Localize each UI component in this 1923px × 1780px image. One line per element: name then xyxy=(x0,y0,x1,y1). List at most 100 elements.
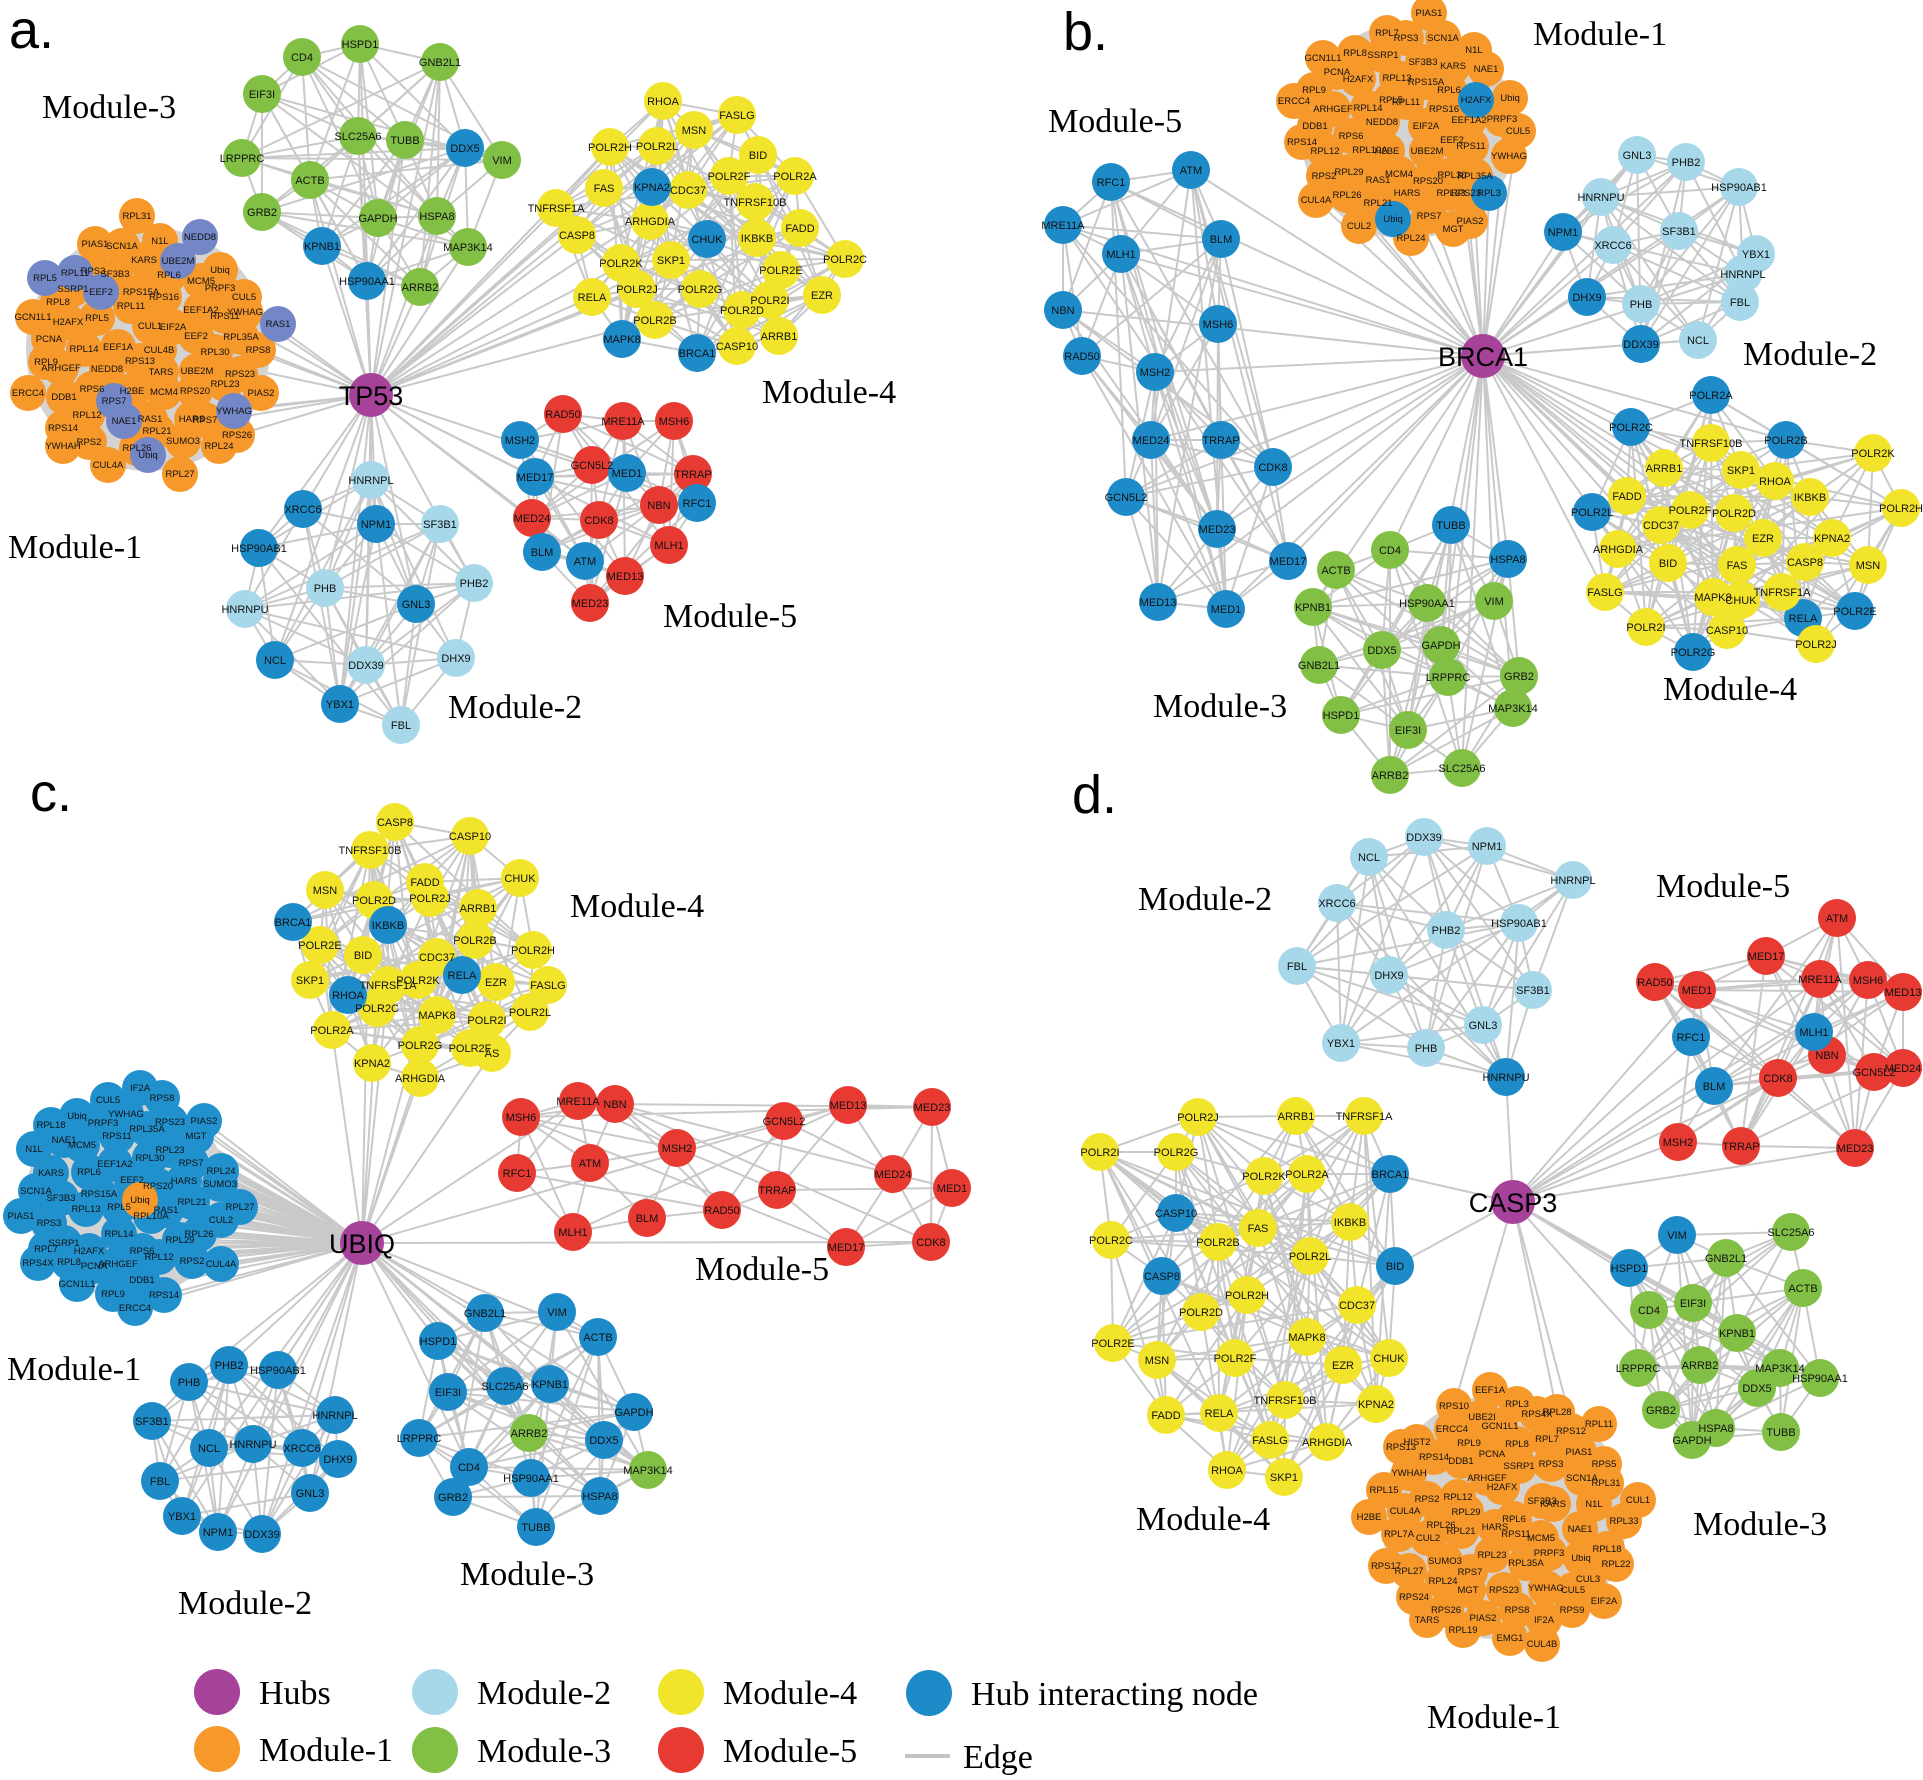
svg-text:SF3B1: SF3B1 xyxy=(423,519,457,531)
svg-text:RPS14: RPS14 xyxy=(149,1290,179,1301)
svg-text:RPL30: RPL30 xyxy=(1437,170,1466,181)
svg-text:TNFRSF1A: TNFRSF1A xyxy=(528,203,586,215)
svg-text:RPL21: RPL21 xyxy=(142,426,171,437)
svg-text:PIAS1: PIAS1 xyxy=(1416,8,1443,19)
svg-text:RPL7: RPL7 xyxy=(1535,1434,1559,1445)
svg-text:MSH6: MSH6 xyxy=(1203,319,1234,331)
svg-text:RHOA: RHOA xyxy=(1759,476,1791,488)
svg-text:MGT: MGT xyxy=(1457,1585,1478,1596)
svg-text:HSPD1: HSPD1 xyxy=(1323,710,1360,722)
svg-text:PHB: PHB xyxy=(1630,299,1653,311)
svg-text:DDX5: DDX5 xyxy=(450,143,479,155)
svg-text:TRRAP: TRRAP xyxy=(1202,435,1239,447)
svg-text:HSP90AB1: HSP90AB1 xyxy=(231,543,287,555)
svg-text:POLR2F: POLR2F xyxy=(449,1043,492,1055)
svg-text:MCM5: MCM5 xyxy=(68,1140,96,1151)
svg-text:MED1: MED1 xyxy=(612,468,643,480)
svg-text:ARRB2: ARRB2 xyxy=(402,282,439,294)
svg-text:ERCC4: ERCC4 xyxy=(1436,1424,1468,1435)
svg-text:RPS2: RPS2 xyxy=(1415,1494,1440,1505)
svg-text:KPNB1: KPNB1 xyxy=(532,1379,568,1391)
svg-text:POLR2J: POLR2J xyxy=(1795,639,1837,651)
svg-text:PCNA: PCNA xyxy=(81,1261,108,1272)
svg-text:TUBB: TUBB xyxy=(521,1522,550,1534)
svg-text:POLR2B: POLR2B xyxy=(1196,1237,1239,1249)
svg-text:CUL4A: CUL4A xyxy=(206,1259,237,1270)
svg-text:CASP8: CASP8 xyxy=(1787,557,1823,569)
svg-text:H2BE: H2BE xyxy=(1375,146,1400,157)
svg-text:MLH1: MLH1 xyxy=(1106,249,1135,261)
svg-text:POLR2D: POLR2D xyxy=(1712,508,1756,520)
svg-text:RAD50: RAD50 xyxy=(704,1205,739,1217)
svg-text:TRRAP: TRRAP xyxy=(1722,1141,1759,1153)
svg-text:CDC37: CDC37 xyxy=(419,952,455,964)
svg-text:YWHAG: YWHAG xyxy=(1491,151,1527,162)
svg-text:TUBB: TUBB xyxy=(1766,1427,1795,1439)
svg-text:LRPPRC: LRPPRC xyxy=(220,153,265,165)
svg-text:CASP8: CASP8 xyxy=(1144,1271,1180,1283)
svg-text:RPS3: RPS3 xyxy=(81,266,106,277)
svg-text:POLR2B: POLR2B xyxy=(1764,435,1807,447)
svg-text:RPS20: RPS20 xyxy=(1413,176,1443,187)
svg-text:EZR: EZR xyxy=(1332,1360,1354,1372)
svg-text:RPS3: RPS3 xyxy=(1539,1459,1564,1470)
svg-text:RPL9: RPL9 xyxy=(1457,1438,1481,1449)
svg-text:RPL21: RPL21 xyxy=(177,1197,206,1208)
svg-text:Module-4: Module-4 xyxy=(1663,671,1797,708)
svg-text:FBL: FBL xyxy=(391,720,411,732)
svg-text:RFC1: RFC1 xyxy=(1677,1032,1706,1044)
svg-text:POLR2H: POLR2H xyxy=(1225,1290,1269,1302)
svg-text:DDB1: DDB1 xyxy=(1448,1456,1473,1467)
svg-text:RPL9: RPL9 xyxy=(1302,85,1326,96)
svg-text:HARS: HARS xyxy=(179,414,205,425)
svg-text:H2AFX: H2AFX xyxy=(53,317,84,328)
svg-text:GCN5L2: GCN5L2 xyxy=(571,460,614,472)
svg-text:BLM: BLM xyxy=(1703,1081,1726,1093)
svg-text:YBX1: YBX1 xyxy=(168,1511,196,1523)
svg-text:BID: BID xyxy=(1386,1261,1404,1273)
svg-text:KPNB1: KPNB1 xyxy=(1719,1328,1755,1340)
svg-text:XRCC6: XRCC6 xyxy=(283,1443,320,1455)
svg-text:ARHGEF: ARHGEF xyxy=(98,1259,138,1270)
svg-text:RPL7: RPL7 xyxy=(34,1244,58,1255)
svg-text:IF2A: IF2A xyxy=(130,1083,151,1094)
svg-text:SF3B1: SF3B1 xyxy=(1662,226,1696,238)
svg-text:NCL: NCL xyxy=(1358,852,1380,864)
svg-text:GCN5L2: GCN5L2 xyxy=(1105,492,1148,504)
svg-text:CUL2: CUL2 xyxy=(209,1215,233,1226)
svg-text:POLR2F: POLR2F xyxy=(708,171,751,183)
svg-text:RPL33: RPL33 xyxy=(1609,1516,1638,1527)
svg-text:Module-3: Module-3 xyxy=(42,89,176,126)
svg-text:RFC1: RFC1 xyxy=(503,1168,532,1180)
svg-text:UBE2M: UBE2M xyxy=(1411,146,1444,157)
svg-text:MED24: MED24 xyxy=(875,1169,912,1181)
svg-text:MED23: MED23 xyxy=(1837,1143,1874,1155)
svg-text:IKBKB: IKBKB xyxy=(1334,1217,1366,1229)
svg-text:Hubs: Hubs xyxy=(259,1675,331,1712)
svg-text:RPL8: RPL8 xyxy=(57,1257,81,1268)
svg-text:IKBKB: IKBKB xyxy=(372,920,404,932)
svg-text:RPS20: RPS20 xyxy=(180,386,210,397)
svg-text:MED23: MED23 xyxy=(572,598,609,610)
svg-text:DHX9: DHX9 xyxy=(1572,292,1601,304)
svg-text:MSH2: MSH2 xyxy=(1140,367,1171,379)
svg-text:H2AFX: H2AFX xyxy=(1487,1482,1518,1493)
svg-text:RPS23: RPS23 xyxy=(1451,188,1481,199)
svg-text:MAPK8: MAPK8 xyxy=(1694,592,1731,604)
svg-text:POLR2B: POLR2B xyxy=(633,315,676,327)
svg-text:POLR2G: POLR2G xyxy=(398,1040,443,1052)
svg-text:GAPDH: GAPDH xyxy=(1672,1435,1711,1447)
svg-text:Module-5: Module-5 xyxy=(1656,868,1790,905)
svg-text:CASP8: CASP8 xyxy=(559,230,595,242)
svg-text:RELA: RELA xyxy=(448,970,477,982)
svg-text:ARRB1: ARRB1 xyxy=(1278,1111,1315,1123)
svg-text:MAPK8: MAPK8 xyxy=(603,334,640,346)
svg-text:MED1: MED1 xyxy=(1211,604,1242,616)
svg-text:TARS: TARS xyxy=(1415,1615,1440,1626)
svg-text:KARS: KARS xyxy=(131,255,157,266)
svg-text:POLR2H: POLR2H xyxy=(1879,503,1923,515)
svg-text:CHUK: CHUK xyxy=(691,234,723,246)
svg-text:CUL5: CUL5 xyxy=(1506,126,1530,137)
svg-text:NCL: NCL xyxy=(264,655,286,667)
svg-text:LRPPRC: LRPPRC xyxy=(1616,1363,1661,1375)
